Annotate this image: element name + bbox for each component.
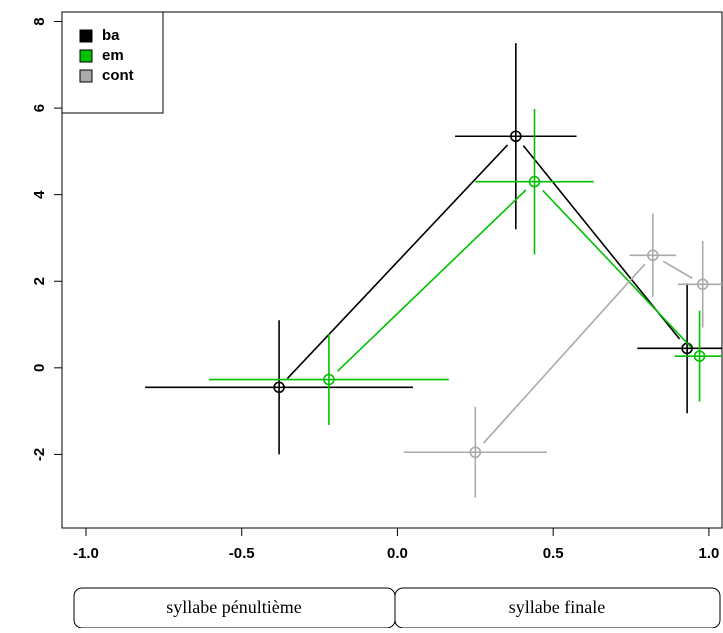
connector [542,189,692,348]
region-label: syllabe finale [509,597,605,617]
legend-swatch [79,29,93,43]
series [403,213,722,498]
y-tick-label: 2 [31,277,48,285]
x-tick-label: -0.5 [229,545,255,562]
x-tick-label: 1.0 [698,545,719,562]
y-tick-label: 6 [31,104,48,112]
legend-swatch [79,69,93,83]
y-tick-label: 0 [31,364,48,372]
point [469,446,482,459]
y-tick-label: 4 [31,190,48,199]
legend-swatch [79,49,93,63]
plot-frame [61,11,723,529]
x-tick-label: -1.0 [73,545,99,562]
point [528,175,541,188]
legend-box [61,11,164,114]
series [145,43,722,455]
point [693,350,706,362]
region-label: syllabe pénultième [166,597,301,617]
series [209,108,722,425]
connector [482,263,646,444]
point [647,249,659,262]
point [323,373,335,386]
legend-label: em [102,47,124,64]
legend-label: cont [102,67,134,84]
point [510,130,522,143]
x-tick-label: 0.0 [387,545,408,562]
connector [662,260,693,279]
y-tick-label: -2 [31,448,48,461]
point [273,381,285,394]
point [696,278,709,291]
y-tick-label: 8 [31,17,48,25]
legend-label: ba [102,27,120,44]
connector [337,189,527,372]
connector [286,144,509,380]
x-tick-label: 0.5 [543,545,564,562]
